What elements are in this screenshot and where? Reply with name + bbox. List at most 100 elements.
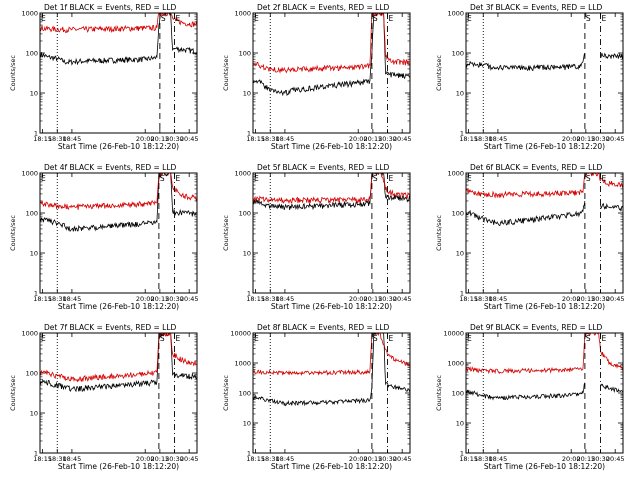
marker-label: S xyxy=(161,14,166,23)
y-tick-label: 1 xyxy=(34,450,38,458)
x-tick-label: 18:45 xyxy=(276,135,295,143)
series-line-events xyxy=(466,200,623,226)
plot-area xyxy=(40,13,197,66)
x-tick-label: 20:00 xyxy=(562,135,581,143)
chart-panel-3: Det 3f BLACK = Events, RED = LLD 1 10 100 10… xyxy=(435,3,625,151)
series-line-events xyxy=(253,333,410,407)
marker-label: E xyxy=(467,174,472,183)
x-tick-label: 18:30 xyxy=(261,135,280,143)
y-tick-label: 1 xyxy=(460,290,464,298)
chart-panel-6: Det 6f BLACK = Events, RED = LLD 1 10 100 10… xyxy=(435,163,625,311)
x-axis-label: Start Time (26-Feb-10 18:12:20) xyxy=(271,462,392,471)
series-line-events xyxy=(466,52,623,72)
y-tick-label: 10 xyxy=(30,410,38,418)
x-tick-label: 20:30 xyxy=(165,135,184,143)
x-tick-label: 20:15 xyxy=(364,295,383,303)
marker-label: E xyxy=(389,334,394,343)
y-tick-label: 10000 xyxy=(230,330,251,338)
marker-label: S xyxy=(373,14,378,23)
x-tick-label: 18:30 xyxy=(474,135,493,143)
y-tick-label: 100 xyxy=(239,50,251,58)
x-tick-label: 20:30 xyxy=(591,135,610,143)
y-tick-label: 10 xyxy=(243,250,251,258)
series-line-lld xyxy=(40,173,197,211)
series-line-lld xyxy=(253,333,410,377)
chart-title: Det 2f BLACK = Events, RED = LLD xyxy=(257,3,390,12)
y-axis-label: Counts/sec xyxy=(9,55,17,91)
axes-frame xyxy=(465,172,624,294)
x-tick-label: 20:15 xyxy=(364,135,383,143)
y-tick-label: 100 xyxy=(239,210,251,218)
chart-panel-4: Det 4f BLACK = Events, RED = LLD 1 10 100 10… xyxy=(9,163,199,311)
x-tick-label: 18:30 xyxy=(48,455,67,463)
chart-title: Det 7f BLACK = Events, RED = LLD xyxy=(44,323,177,332)
plot-area xyxy=(466,173,623,226)
x-tick-label: 18:30 xyxy=(474,455,493,463)
x-tick-label: 20:00 xyxy=(136,135,155,143)
x-tick-label: 20:30 xyxy=(591,295,610,303)
x-tick-label: 18:30 xyxy=(48,295,67,303)
y-tick-label: 1 xyxy=(460,130,464,138)
axes-frame xyxy=(252,332,411,454)
x-tick-label: 20:30 xyxy=(378,295,397,303)
series-line-lld xyxy=(466,333,623,375)
series-line-events xyxy=(253,13,410,97)
y-tick-label: 100 xyxy=(452,50,464,58)
x-tick-label: 18:45 xyxy=(276,455,295,463)
y-axis-label: Counts/sec xyxy=(222,55,230,91)
y-tick-label: 1 xyxy=(34,290,38,298)
marker-label: S xyxy=(373,334,378,343)
y-tick-label: 100 xyxy=(26,370,38,378)
marker-label: E xyxy=(176,174,181,183)
x-tick-label: 18:30 xyxy=(474,295,493,303)
marker-label: E xyxy=(389,174,394,183)
x-axis-label: Start Time (26-Feb-10 18:12:20) xyxy=(271,302,392,311)
y-tick-label: 10 xyxy=(243,90,251,98)
chart-title: Det 9f BLACK = Events, RED = LLD xyxy=(470,323,603,332)
x-tick-label: 20:45 xyxy=(180,135,199,143)
y-tick-label: 10 xyxy=(456,250,464,258)
plot-area xyxy=(253,13,410,97)
marker-label: E xyxy=(41,334,46,343)
y-tick-label: 1000 xyxy=(234,170,251,178)
y-tick-label: 1 xyxy=(247,130,251,138)
y-tick-label: 100 xyxy=(239,390,251,398)
y-tick-label: 1 xyxy=(34,130,38,138)
x-tick-label: 20:30 xyxy=(591,455,610,463)
y-tick-label: 100 xyxy=(452,210,464,218)
marker-label: S xyxy=(586,334,591,343)
x-tick-label: 18:45 xyxy=(276,295,295,303)
series-line-events xyxy=(466,382,623,401)
x-tick-label: 18:45 xyxy=(63,135,82,143)
series-line-events xyxy=(40,333,197,393)
series-line-events xyxy=(253,173,410,211)
series-line-events xyxy=(40,173,197,232)
x-tick-label: 20:15 xyxy=(151,455,170,463)
plot-area xyxy=(40,173,197,232)
x-tick-label: 18:45 xyxy=(63,455,82,463)
chart-panel-9: Det 9f BLACK = Events, RED = LLD 1 10 100 10… xyxy=(435,323,625,471)
x-tick-label: 20:00 xyxy=(136,295,155,303)
x-tick-label: 18:45 xyxy=(489,135,508,143)
y-tick-label: 1 xyxy=(460,450,464,458)
x-tick-label: 20:15 xyxy=(364,455,383,463)
y-tick-label: 10 xyxy=(243,420,251,428)
y-axis-label: Counts/sec xyxy=(435,375,443,411)
chart-title: Det 8f BLACK = Events, RED = LLD xyxy=(257,323,390,332)
series-line-events xyxy=(40,13,197,66)
axes-frame xyxy=(39,172,198,294)
chart-title: Det 4f BLACK = Events, RED = LLD xyxy=(44,163,177,172)
x-tick-label: 18:45 xyxy=(489,295,508,303)
y-tick-label: 10000 xyxy=(443,330,464,338)
chart-title: Det 6f BLACK = Events, RED = LLD xyxy=(470,163,603,172)
y-tick-label: 1000 xyxy=(447,360,464,368)
marker-label: E xyxy=(41,174,46,183)
series-line-lld xyxy=(466,173,623,199)
x-tick-label: 20:00 xyxy=(562,455,581,463)
marker-label: E xyxy=(602,14,607,23)
y-tick-label: 1000 xyxy=(21,330,38,338)
x-tick-label: 20:45 xyxy=(393,135,412,143)
plot-area xyxy=(253,333,410,407)
x-tick-label: 18:15 xyxy=(459,295,478,303)
y-tick-label: 100 xyxy=(452,390,464,398)
